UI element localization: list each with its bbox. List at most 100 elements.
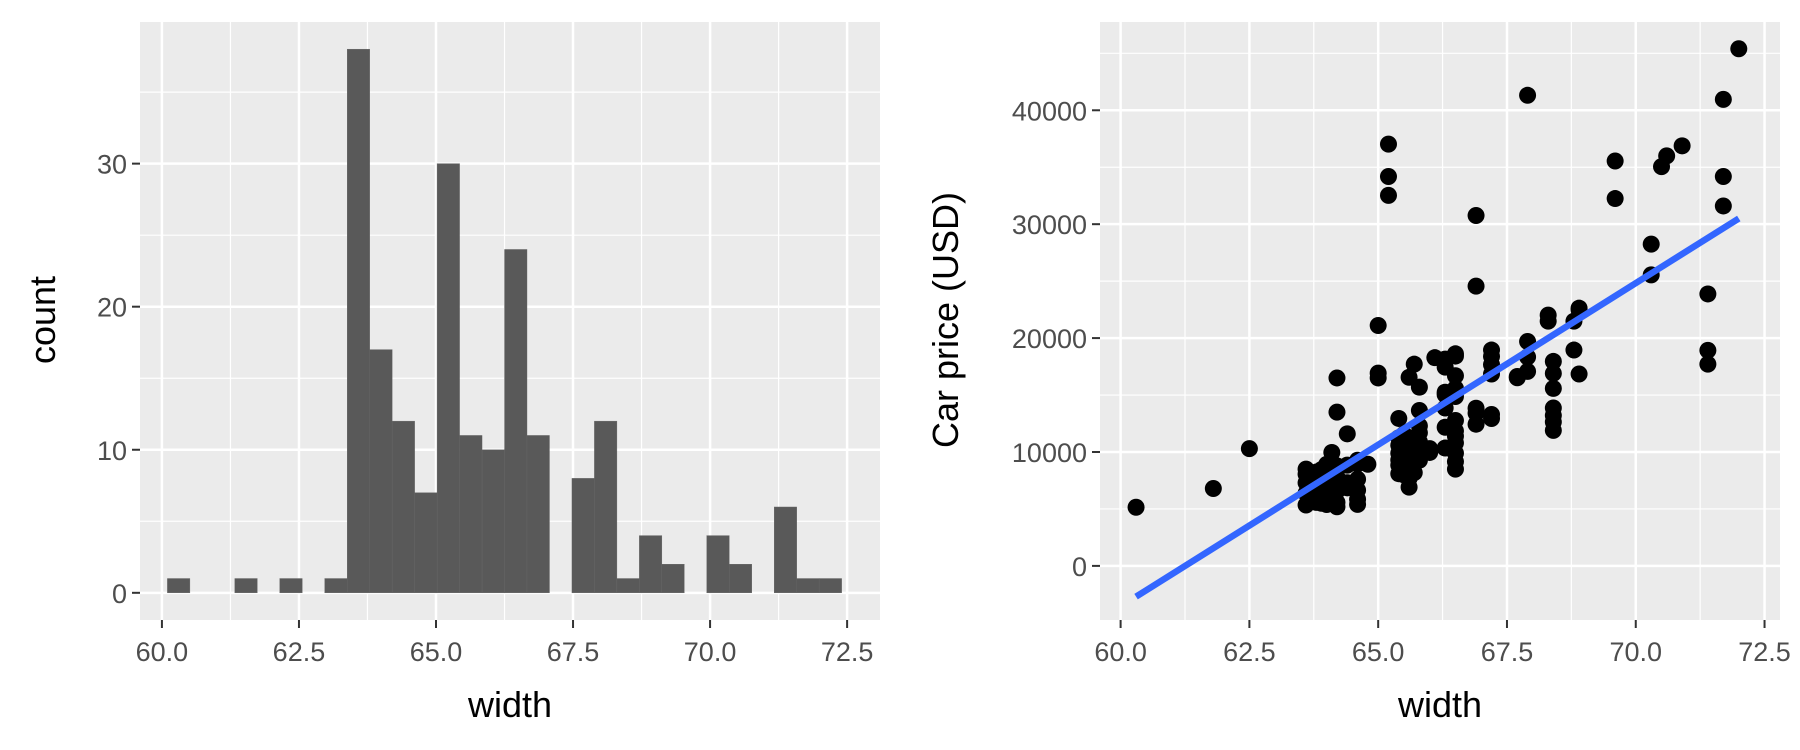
x-tick-label: 67.5 (547, 637, 600, 667)
x-tick-label: 62.5 (1223, 637, 1276, 667)
y-tick-label: 40000 (1012, 96, 1087, 126)
scatter-point (1410, 378, 1428, 396)
scatter-point (1446, 367, 1464, 385)
scatter-panel: 60.0 62.5 65.0 67.5 70.0 72.5 0 10000 20000 30000… (925, 22, 1791, 725)
y-tick-label: 20000 (1012, 324, 1087, 354)
histogram-bar (616, 578, 640, 594)
histogram-bar (661, 564, 685, 594)
scatter-point (1544, 379, 1562, 397)
histogram-bar (167, 578, 191, 594)
histogram-bar (234, 578, 258, 594)
histogram-bar (391, 420, 415, 594)
x-tick-label: 65.0 (1352, 637, 1405, 667)
histogram-bar (369, 349, 393, 594)
scatter-point (1483, 341, 1501, 359)
histogram-bar (706, 535, 730, 594)
histogram-bar (796, 578, 820, 594)
scatter-point (1379, 135, 1397, 153)
y-tick-label: 0 (112, 579, 127, 609)
scatter-point (1390, 409, 1408, 427)
x-tick-label: 72.5 (821, 637, 874, 667)
histogram-bar (774, 506, 797, 594)
scatter-point (1606, 152, 1624, 170)
scatter-point (1240, 440, 1258, 458)
y-tick-label: 20 (97, 293, 127, 323)
scatter-point (1699, 341, 1717, 359)
histogram-bar (347, 48, 370, 594)
x-tick-label: 72.5 (1738, 637, 1791, 667)
scatter-point (1446, 412, 1464, 430)
scatter-point (1369, 316, 1387, 334)
x-tick-label: 60.0 (1094, 637, 1147, 667)
scatter-point (1446, 345, 1464, 363)
histogram-bar (594, 420, 618, 594)
scatter-point (1328, 403, 1346, 421)
y-tick-label: 10 (97, 436, 127, 466)
x-tick-label: 60.0 (136, 637, 189, 667)
scatter-point (1519, 362, 1537, 380)
scatter-point (1658, 147, 1676, 165)
scatter-point (1204, 479, 1222, 497)
regression-line (1134, 215, 1741, 600)
scatter-x-axis-title: width (1397, 684, 1482, 725)
histogram-x-axis-title: width (467, 684, 552, 725)
scatter-point (1544, 399, 1562, 417)
scatter-point (1483, 405, 1501, 423)
scatter-point (1714, 90, 1732, 108)
scatter-point (1699, 355, 1717, 373)
histogram-bar (526, 435, 550, 594)
y-tick-label: 10000 (1012, 438, 1087, 468)
histogram-bar (459, 435, 483, 594)
y-tick-label: 30 (97, 150, 127, 180)
histogram-bar (436, 163, 460, 594)
scatter-point (1467, 207, 1485, 225)
scatter-point (1369, 364, 1387, 382)
histogram-bar (414, 492, 438, 594)
scatter-point (1714, 197, 1732, 215)
x-tick-label: 62.5 (273, 637, 326, 667)
scatter-point (1359, 455, 1377, 473)
histogram-y-axis-title: count (22, 276, 63, 364)
histogram-bar (481, 449, 505, 594)
scatter-point (1642, 235, 1660, 253)
scatter-point (1405, 355, 1423, 373)
histogram-bar (639, 535, 663, 594)
scatter-point (1379, 168, 1397, 186)
x-tick-label: 67.5 (1481, 637, 1534, 667)
scatter-point (1338, 425, 1356, 443)
histogram-bar (324, 578, 348, 594)
scatter-y-axis-title: Car price (USD) (925, 192, 966, 448)
scatter-point (1544, 364, 1562, 382)
scatter-point (1519, 86, 1537, 104)
scatter-point (1349, 470, 1367, 488)
scatter-point (1699, 285, 1717, 303)
scatter-point (1544, 352, 1562, 370)
scatter-point (1379, 186, 1397, 204)
scatter-point (1673, 137, 1691, 155)
scatter-point (1730, 40, 1748, 58)
scatter-point (1323, 443, 1341, 461)
scatter-point (1467, 399, 1485, 417)
scatter-point (1328, 369, 1346, 387)
y-tick-label: 30000 (1012, 210, 1087, 240)
histogram-bar (729, 564, 752, 594)
histogram-bar (279, 578, 303, 594)
scatter-point (1565, 341, 1583, 359)
panel-background (1100, 22, 1780, 620)
scatter-point (1570, 365, 1588, 383)
y-tick-label: 0 (1072, 552, 1087, 582)
x-tick-label: 70.0 (684, 637, 737, 667)
histogram-panel: 60.0 62.5 65.0 67.5 70.0 72.5 0 10 20 30 width co… (22, 22, 880, 725)
scatter-point (1421, 440, 1439, 458)
scatter-point (1714, 168, 1732, 186)
histogram-bar (571, 478, 595, 594)
scatter-point (1606, 190, 1624, 208)
x-tick-label: 70.0 (1609, 637, 1662, 667)
histogram-bar (504, 249, 528, 594)
histogram-bar (818, 578, 842, 594)
scatter-point (1127, 498, 1145, 516)
scatter-point (1539, 306, 1557, 324)
x-tick-label: 65.0 (410, 637, 463, 667)
scatter-point (1467, 277, 1485, 295)
